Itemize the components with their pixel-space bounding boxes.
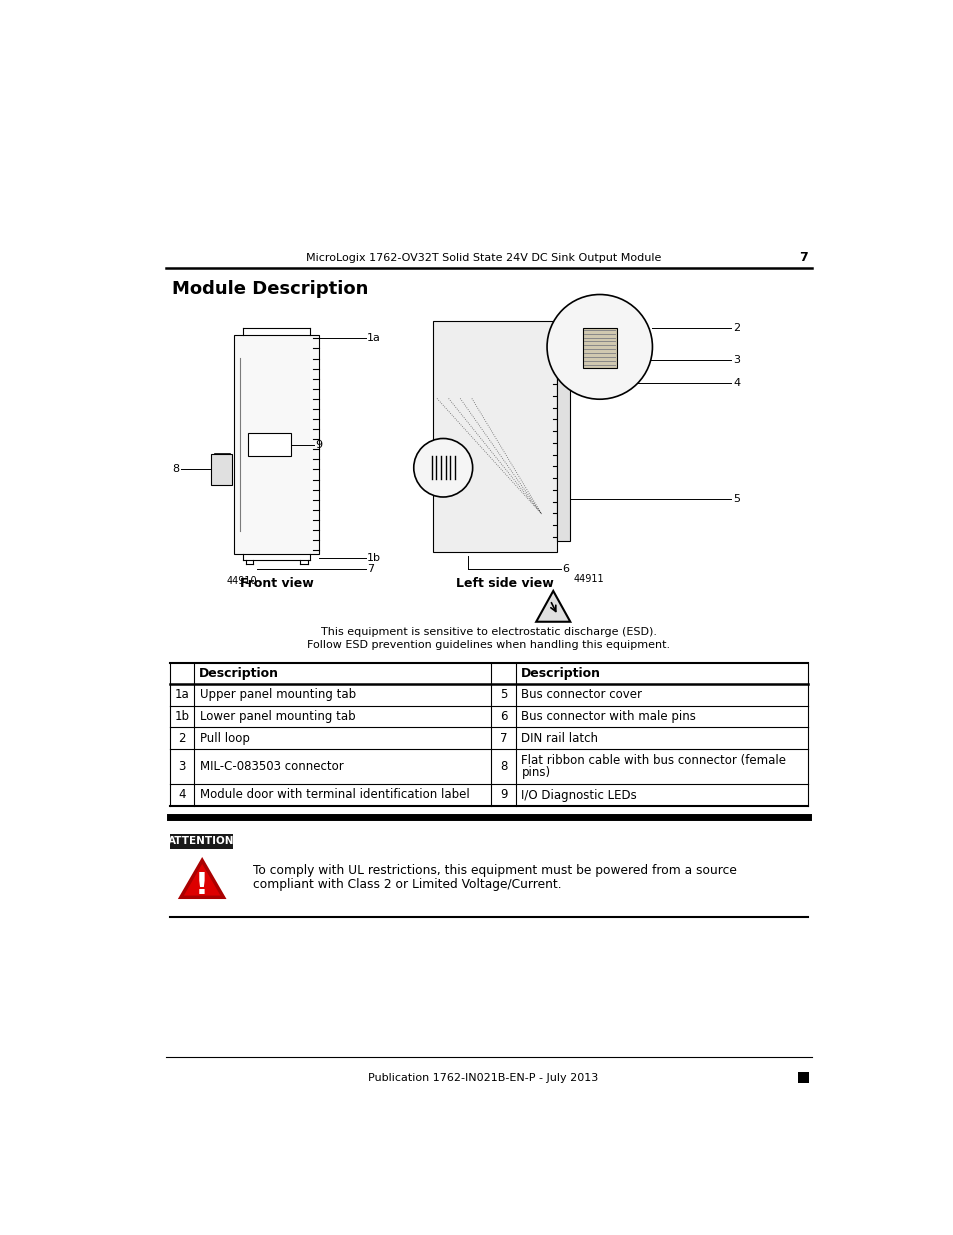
- Text: 44911: 44911: [573, 574, 603, 584]
- Bar: [248, 433, 291, 456]
- Bar: [582, 329, 617, 368]
- Text: This equipment is sensitive to electrostatic discharge (ESD).: This equipment is sensitive to electrost…: [320, 626, 657, 637]
- Text: 7: 7: [799, 251, 807, 264]
- Bar: [170, 834, 233, 848]
- Text: I/O Diagnostic LEDs: I/O Diagnostic LEDs: [521, 788, 637, 802]
- Circle shape: [414, 438, 472, 496]
- Text: 2: 2: [732, 322, 740, 332]
- Text: MicroLogix 1762-OV32T Solid State 24V DC Sink Output Module: MicroLogix 1762-OV32T Solid State 24V DC…: [306, 252, 660, 263]
- Bar: [233, 335, 319, 555]
- Text: To comply with UL restrictions, this equipment must be powered from a source: To comply with UL restrictions, this equ…: [253, 864, 737, 877]
- Text: 6: 6: [562, 564, 569, 574]
- Text: 9: 9: [315, 440, 322, 450]
- Text: Description: Description: [520, 667, 600, 679]
- Text: Left side view: Left side view: [456, 577, 553, 590]
- Text: 6: 6: [499, 710, 507, 722]
- Bar: [166, 306, 808, 595]
- Polygon shape: [181, 861, 223, 898]
- Text: DIN rail latch: DIN rail latch: [521, 731, 598, 745]
- Text: 1b: 1b: [367, 553, 381, 563]
- Text: Flat ribbon cable with bus connector (female: Flat ribbon cable with bus connector (fe…: [521, 755, 785, 767]
- Text: Module door with terminal identification label: Module door with terminal identification…: [199, 788, 469, 802]
- Text: 7: 7: [499, 731, 507, 745]
- Text: 1a: 1a: [174, 688, 190, 701]
- Bar: [557, 333, 569, 541]
- Text: Pull loop: Pull loop: [199, 731, 250, 745]
- Text: 7: 7: [367, 564, 374, 574]
- Text: MIL-C-083503 connector: MIL-C-083503 connector: [199, 760, 343, 773]
- Text: 2: 2: [178, 731, 186, 745]
- Bar: [798, 1072, 808, 1083]
- Text: Lower panel mounting tab: Lower panel mounting tab: [199, 710, 355, 722]
- Text: 3: 3: [178, 760, 186, 773]
- Text: 1a: 1a: [367, 333, 381, 343]
- Text: compliant with Class 2 or Limited Voltage/Current.: compliant with Class 2 or Limited Voltag…: [253, 878, 561, 890]
- Text: Upper panel mounting tab: Upper panel mounting tab: [199, 688, 355, 701]
- Bar: [211, 454, 233, 484]
- Text: Publication 1762-IN021B-EN-P - July 2013: Publication 1762-IN021B-EN-P - July 2013: [368, 1072, 598, 1083]
- Text: 44910: 44910: [226, 576, 256, 585]
- Text: 4: 4: [178, 788, 186, 802]
- Polygon shape: [536, 592, 570, 621]
- Text: !: !: [195, 872, 209, 900]
- Text: Bus connector cover: Bus connector cover: [521, 688, 641, 701]
- Bar: [433, 321, 557, 552]
- Text: ATTENTION: ATTENTION: [168, 836, 234, 846]
- Text: Description: Description: [199, 667, 279, 679]
- Text: Follow ESD prevention guidelines when handling this equipment.: Follow ESD prevention guidelines when ha…: [307, 640, 670, 650]
- Text: 1b: 1b: [174, 710, 190, 722]
- Text: Bus connector with male pins: Bus connector with male pins: [521, 710, 696, 722]
- Text: pins): pins): [521, 766, 550, 779]
- Text: 8: 8: [499, 760, 507, 773]
- Text: 3: 3: [732, 354, 740, 366]
- Text: 8: 8: [417, 463, 425, 473]
- Text: 8: 8: [172, 464, 179, 474]
- Text: Front view: Front view: [239, 577, 314, 590]
- Text: 5: 5: [732, 494, 740, 504]
- Text: 9: 9: [499, 788, 507, 802]
- Text: 4: 4: [732, 378, 740, 388]
- Text: Module Description: Module Description: [172, 280, 368, 299]
- Circle shape: [546, 294, 652, 399]
- Text: 5: 5: [499, 688, 507, 701]
